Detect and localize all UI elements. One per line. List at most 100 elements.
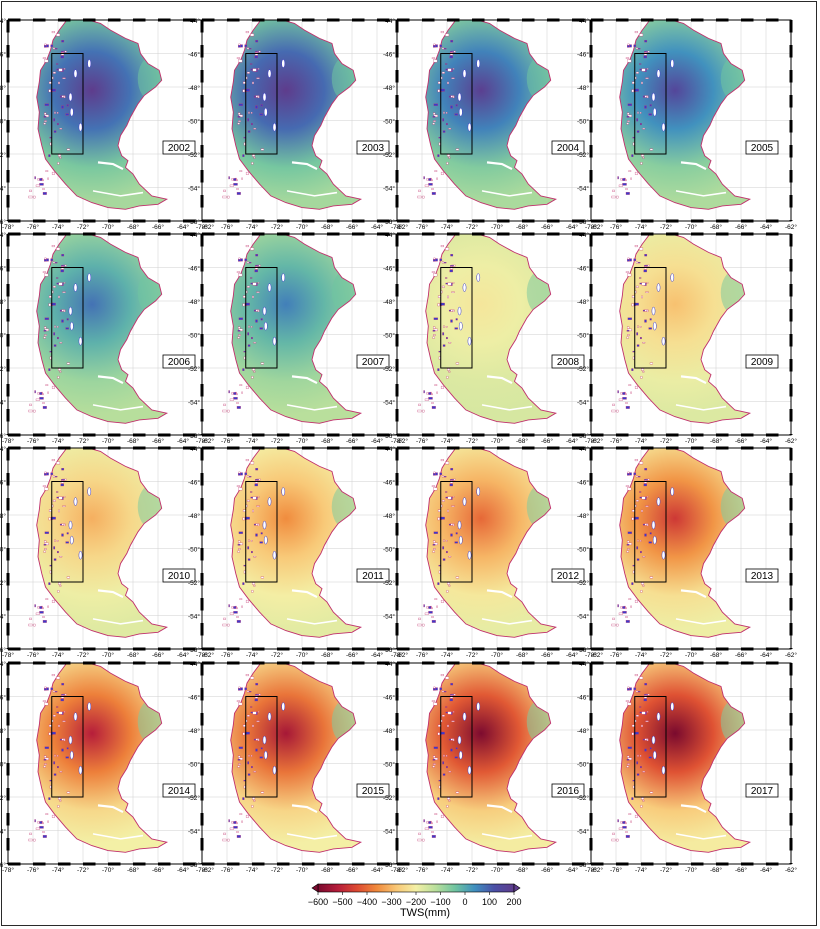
lon-tick-label: -64° (371, 651, 383, 659)
study-area-box (634, 53, 667, 155)
colorbar-tick-label: −500 (332, 897, 352, 907)
lat-tick-label: -56° (383, 432, 395, 440)
lon-tick-label: -66° (541, 437, 553, 445)
coastal-islands (611, 31, 727, 199)
lat-tick-label: -46° (577, 479, 589, 487)
year-label: 2013 (751, 571, 774, 582)
study-area-box (440, 696, 473, 798)
lon-tick-label: -76° (610, 866, 622, 874)
lat-tick-label: -46° (577, 51, 589, 59)
year-label: 2005 (751, 143, 774, 154)
lat-tick-label: -50° (383, 118, 395, 126)
coastline (619, 19, 752, 210)
study-area-box (245, 53, 278, 155)
lat-tick-label: -50° (577, 332, 589, 340)
lon-tick-label: -76° (27, 866, 39, 874)
lon-tick-label: -74° (635, 437, 647, 445)
lat-tick-label: -46° (0, 479, 6, 487)
lon-tick-label: -70° (491, 651, 503, 659)
lat-tick-label: -44° (188, 231, 200, 239)
lon-tick-label: -62° (202, 437, 214, 445)
lat-tick-label: -48° (577, 84, 589, 92)
colorbar-ramp (317, 883, 515, 893)
coastline (36, 662, 169, 853)
year-label: 2002 (168, 143, 191, 154)
coastline (425, 447, 558, 638)
lon-tick-label: -66° (346, 866, 358, 874)
lat-tick-label: -50° (0, 118, 6, 126)
colorbar-tick-label: 100 (482, 897, 497, 907)
year-label-box (162, 354, 196, 369)
lat-tick-label: -48° (188, 298, 200, 306)
lon-tick-label: -78° (585, 437, 597, 445)
lat-tick-label: -54° (0, 613, 6, 621)
lat-tick-label: -54° (577, 185, 589, 193)
lon-tick-label: -64° (566, 223, 578, 231)
lat-tick-label: -48° (0, 512, 6, 520)
colorbar-title: TWS(mm) (399, 907, 451, 919)
lat-tick-label: -54° (188, 828, 200, 836)
lat-tick-label: -48° (0, 298, 6, 306)
map-panel-2014: 2014-44°-46°-48°-50°-52°-54°-56°-78°-76°… (0, 660, 214, 874)
study-area-box (634, 696, 667, 798)
lon-tick-label: -68° (516, 223, 528, 231)
map-panel-2006: 2006-44°-46°-48°-50°-52°-54°-56°-78°-76°… (0, 231, 214, 445)
lat-tick-label: -52° (577, 579, 589, 587)
lon-tick-label: -72° (77, 437, 89, 445)
coastal-islands (28, 245, 144, 413)
lat-tick-label: -56° (577, 646, 589, 654)
lon-tick-label: -74° (246, 651, 258, 659)
colorbar-max-arrow (513, 883, 521, 893)
lon-tick-label: -66° (541, 651, 553, 659)
lon-tick-label: -70° (685, 866, 697, 874)
lat-tick-label: -44° (188, 660, 200, 668)
map-panel-2017: 2017 -44° -46° -48° -50° -52° -54° -56°-78° -76°… (577, 660, 797, 874)
lon-tick-label: -72° (77, 223, 89, 231)
lon-tick-label: -70° (491, 437, 503, 445)
map-panel-2007: 2007-44°-46°-48°-50°-52°-54°-56°-78° -76°… (188, 231, 408, 445)
lon-tick-label: -76° (221, 866, 233, 874)
year-label: 2003 (362, 143, 385, 154)
lon-tick-label: -70° (685, 651, 697, 659)
year-label-box (745, 140, 779, 155)
year-label: 2006 (168, 357, 191, 368)
colorbar-min-arrow (311, 883, 319, 893)
lon-tick-label: -76° (610, 223, 622, 231)
lat-tick-label: -52° (577, 151, 589, 159)
lon-tick-label: -78° (585, 651, 597, 659)
lon-tick-label: -72° (466, 223, 478, 231)
coastline (425, 662, 558, 853)
lon-tick-label: -68° (710, 651, 722, 659)
lon-tick-label: -62° (785, 437, 797, 445)
lat-tick-label: -52° (0, 579, 6, 587)
lon-tick-label: -64° (760, 437, 772, 445)
lat-tick-label: -44° (0, 231, 6, 239)
lon-tick-label: -74° (441, 223, 453, 231)
lon-tick-label: -74° (246, 223, 258, 231)
coastline (230, 233, 363, 424)
study-area-box (245, 481, 278, 583)
lon-tick-label: -64° (566, 651, 578, 659)
lon-tick-label: -64° (371, 223, 383, 231)
year-label: 2017 (751, 786, 774, 797)
lon-tick-label: -68° (321, 223, 333, 231)
map-panel-2005: 2005 -44° -46° -48° -50° -52° -54° -56°-78° -76°… (577, 17, 797, 231)
lat-tick-label: -52° (383, 365, 395, 373)
lon-tick-label: -64° (177, 437, 189, 445)
lat-tick-label: -48° (383, 84, 395, 92)
lat-tick-label: -50° (383, 332, 395, 340)
lon-tick-label: -74° (52, 866, 64, 874)
study-area-box (51, 696, 84, 798)
year-label-box (551, 354, 585, 369)
lat-tick-label: -54° (188, 399, 200, 407)
lat-tick-label: -50° (383, 546, 395, 554)
lon-tick-label: -76° (221, 651, 233, 659)
coastline (36, 19, 169, 210)
map-panel-2015: 2015-44°-46°-48°-50°-52°-54°-56°-78° -76°… (188, 660, 408, 874)
lon-tick-label: -72° (271, 866, 283, 874)
lon-tick-label: -68° (516, 866, 528, 874)
year-label-box (162, 783, 196, 798)
lon-tick-label: -76° (221, 437, 233, 445)
lon-tick-label: -78° (2, 437, 14, 445)
lon-tick-label: -66° (346, 651, 358, 659)
